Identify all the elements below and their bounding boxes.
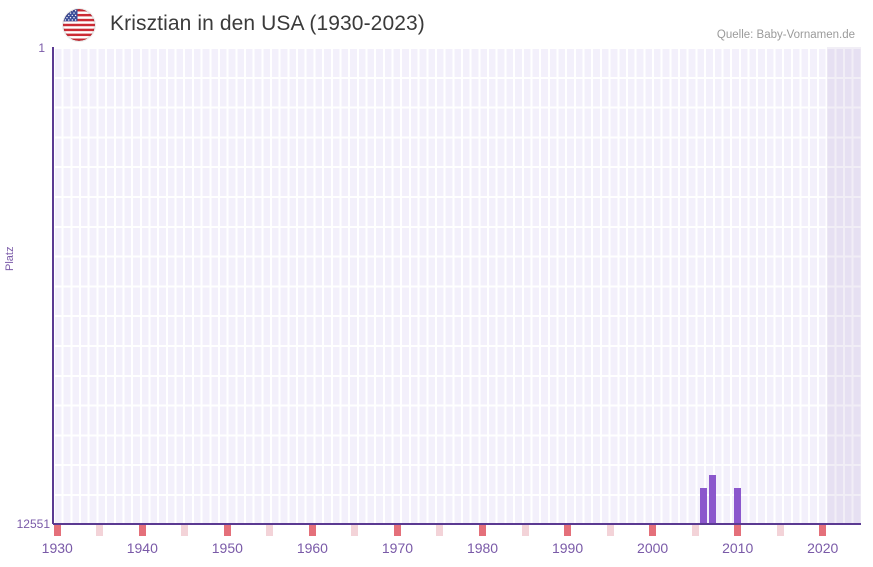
x-axis-label-1990: 1990 xyxy=(551,540,584,556)
x-tick-minor-1935 xyxy=(96,525,104,536)
us-flag-icon xyxy=(63,9,95,41)
x-tick-minor-1955 xyxy=(266,525,274,536)
x-axis-label-1940: 1940 xyxy=(126,540,158,556)
x-axis-label-1980: 1980 xyxy=(466,540,499,556)
y-axis-title: Platz xyxy=(4,246,16,271)
horizontal-gridlines xyxy=(53,47,861,524)
bar-2007[interactable] xyxy=(708,474,716,524)
chart-header: Krisztian in den USA (1930-2023) Quelle:… xyxy=(0,0,873,47)
x-tick-minor-1975 xyxy=(436,525,444,536)
x-axis-label-2010: 2010 xyxy=(722,540,754,556)
x-tick-minor-1965 xyxy=(351,525,359,536)
x-tick-major-2010 xyxy=(734,525,742,536)
no-data-shaded-region xyxy=(826,47,861,524)
x-axis-label-1930: 1930 xyxy=(41,540,73,556)
x-tick-major-1950 xyxy=(223,525,231,536)
x-tick-minor-2015 xyxy=(776,525,784,536)
x-tick-major-1970 xyxy=(393,525,401,536)
x-tick-minor-1945 xyxy=(181,525,189,536)
x-tick-minor-2005 xyxy=(691,525,699,536)
chart-plot-area xyxy=(53,47,861,524)
x-tick-major-1930 xyxy=(53,525,61,536)
vertical-gridlines xyxy=(53,47,861,524)
x-tick-major-1940 xyxy=(138,525,146,536)
x-axis-label-2000: 2000 xyxy=(637,540,669,556)
x-axis-line xyxy=(53,523,861,525)
x-axis-label-1950: 1950 xyxy=(211,540,243,556)
y-axis-tick-bottom: 12551 xyxy=(16,517,50,531)
y-axis-tick-top: 1 xyxy=(38,41,45,55)
x-tick-minor-1995 xyxy=(606,525,614,536)
x-tick-major-2000 xyxy=(649,525,657,536)
bar-2006[interactable] xyxy=(700,487,708,524)
x-tick-major-1980 xyxy=(479,525,487,536)
x-tick-minor-1985 xyxy=(521,525,529,536)
source-attribution: Quelle: Baby-Vornamen.de xyxy=(716,29,855,41)
x-tick-major-1960 xyxy=(308,525,316,536)
x-axis-label-2020: 2020 xyxy=(807,540,839,556)
x-tick-major-2020 xyxy=(819,525,827,536)
x-axis-label-1970: 1970 xyxy=(381,540,414,556)
page-title: Krisztian in den USA (1930-2023) xyxy=(110,12,425,35)
x-axis-label-1960: 1960 xyxy=(296,540,328,556)
bar-2010[interactable] xyxy=(734,487,742,524)
y-axis-line xyxy=(52,47,54,524)
x-tick-major-1990 xyxy=(564,525,572,536)
